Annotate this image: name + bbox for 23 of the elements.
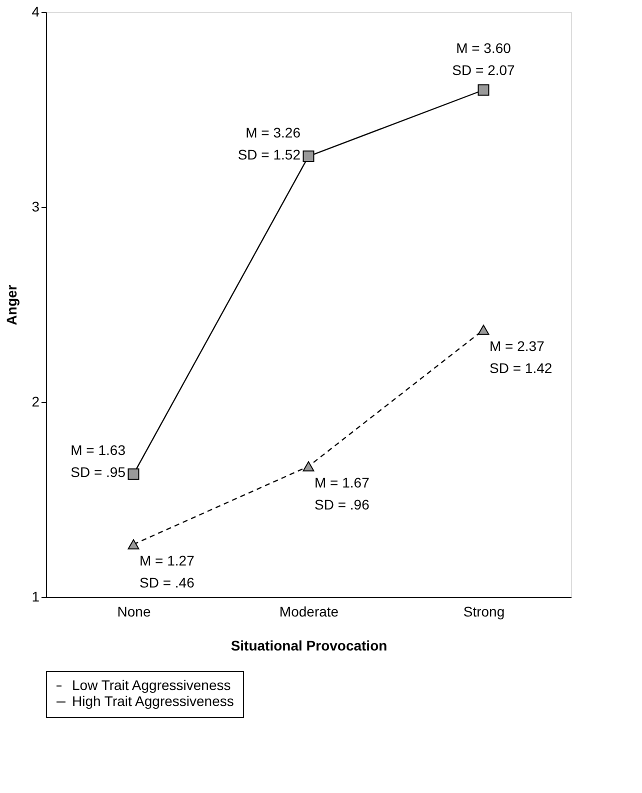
- y-axis-title: Anger: [4, 284, 20, 326]
- annotation: M = 3.60 SD = 2.07: [452, 40, 516, 78]
- x-tick-label: Strong: [463, 604, 505, 620]
- point: [302, 461, 314, 472]
- y-tick-label: 2: [32, 394, 40, 410]
- annotation: M = 1.27 SD = .46: [140, 552, 195, 590]
- legend-label: High Trait Aggressiveness: [72, 693, 234, 709]
- y-tick-label: 4: [32, 4, 40, 20]
- legend-label: Low Trait Aggressiveness: [72, 677, 231, 693]
- x-axis-title: Situational Provocation: [230, 638, 388, 654]
- point: [128, 539, 140, 550]
- x-tick-label: Moderate: [279, 604, 339, 620]
- annotation: M = 1.67 SD = .96: [314, 474, 370, 512]
- annotation: M = 1.63 SD = .95: [70, 442, 126, 480]
- x-tick-label: None: [117, 604, 151, 620]
- point: [302, 150, 314, 162]
- annotation: M = 2.37 SD = 1.42: [490, 338, 552, 376]
- point: [478, 324, 490, 335]
- y-tick-label: 1: [32, 588, 40, 604]
- annotation: M = 3.26 SD = 1.52: [238, 124, 301, 162]
- point: [128, 468, 140, 480]
- y-tick-label: 3: [32, 198, 40, 214]
- point: [478, 84, 490, 96]
